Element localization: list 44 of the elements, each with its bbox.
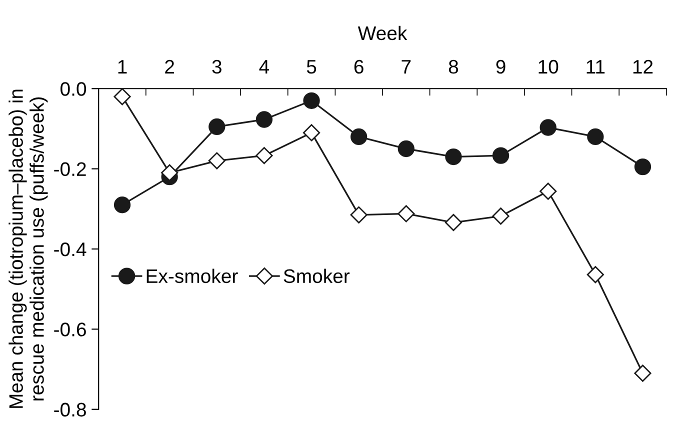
point [303, 92, 320, 109]
point [492, 208, 510, 225]
legend-label: Ex-smoker [146, 268, 238, 284]
point [161, 164, 178, 182]
point [634, 158, 652, 176]
point [586, 266, 604, 284]
y-tick-label: -0.4 [54, 242, 86, 256]
x-tick-label: 6 [354, 60, 364, 74]
y-tick-label: -0.6 [54, 322, 86, 336]
y-tick-label: -0.2 [54, 162, 86, 176]
point [208, 118, 226, 136]
y-tick-label: -0.8 [54, 402, 86, 417]
x-tick-label: 12 [633, 60, 653, 74]
legend-label: Smoker [284, 268, 350, 284]
x-tick-label: 4 [259, 60, 270, 74]
x-tick-label: 2 [165, 60, 174, 74]
point [350, 206, 368, 224]
point [587, 128, 604, 146]
point [492, 147, 510, 164]
point [444, 214, 462, 232]
x-tick-label: 3 [212, 60, 222, 74]
x-axis-title: Week [358, 26, 408, 40]
x-tick-label: 1 [118, 60, 127, 74]
point [114, 88, 131, 106]
point [350, 128, 368, 146]
point [540, 182, 557, 200]
x-tick-label: 7 [402, 60, 411, 74]
y-axis-title: Mean change (tiotropium–placebo) in rescue medication use (puffs/week) [8, 90, 48, 408]
point [256, 147, 273, 164]
point [634, 364, 652, 382]
point [256, 111, 273, 128]
point [398, 205, 415, 222]
point [208, 152, 226, 170]
point [540, 119, 556, 136]
x-tick-label: 8 [448, 60, 458, 74]
x-tick-label: 10 [538, 60, 558, 74]
point [398, 140, 414, 158]
x-tick-label: 11 [586, 60, 605, 74]
point [445, 148, 462, 166]
y-tick-label: 0.0 [60, 82, 86, 96]
point [302, 124, 320, 142]
x-tick-label: 9 [496, 60, 506, 74]
point [114, 196, 131, 214]
x-tick-label: 5 [306, 60, 316, 74]
